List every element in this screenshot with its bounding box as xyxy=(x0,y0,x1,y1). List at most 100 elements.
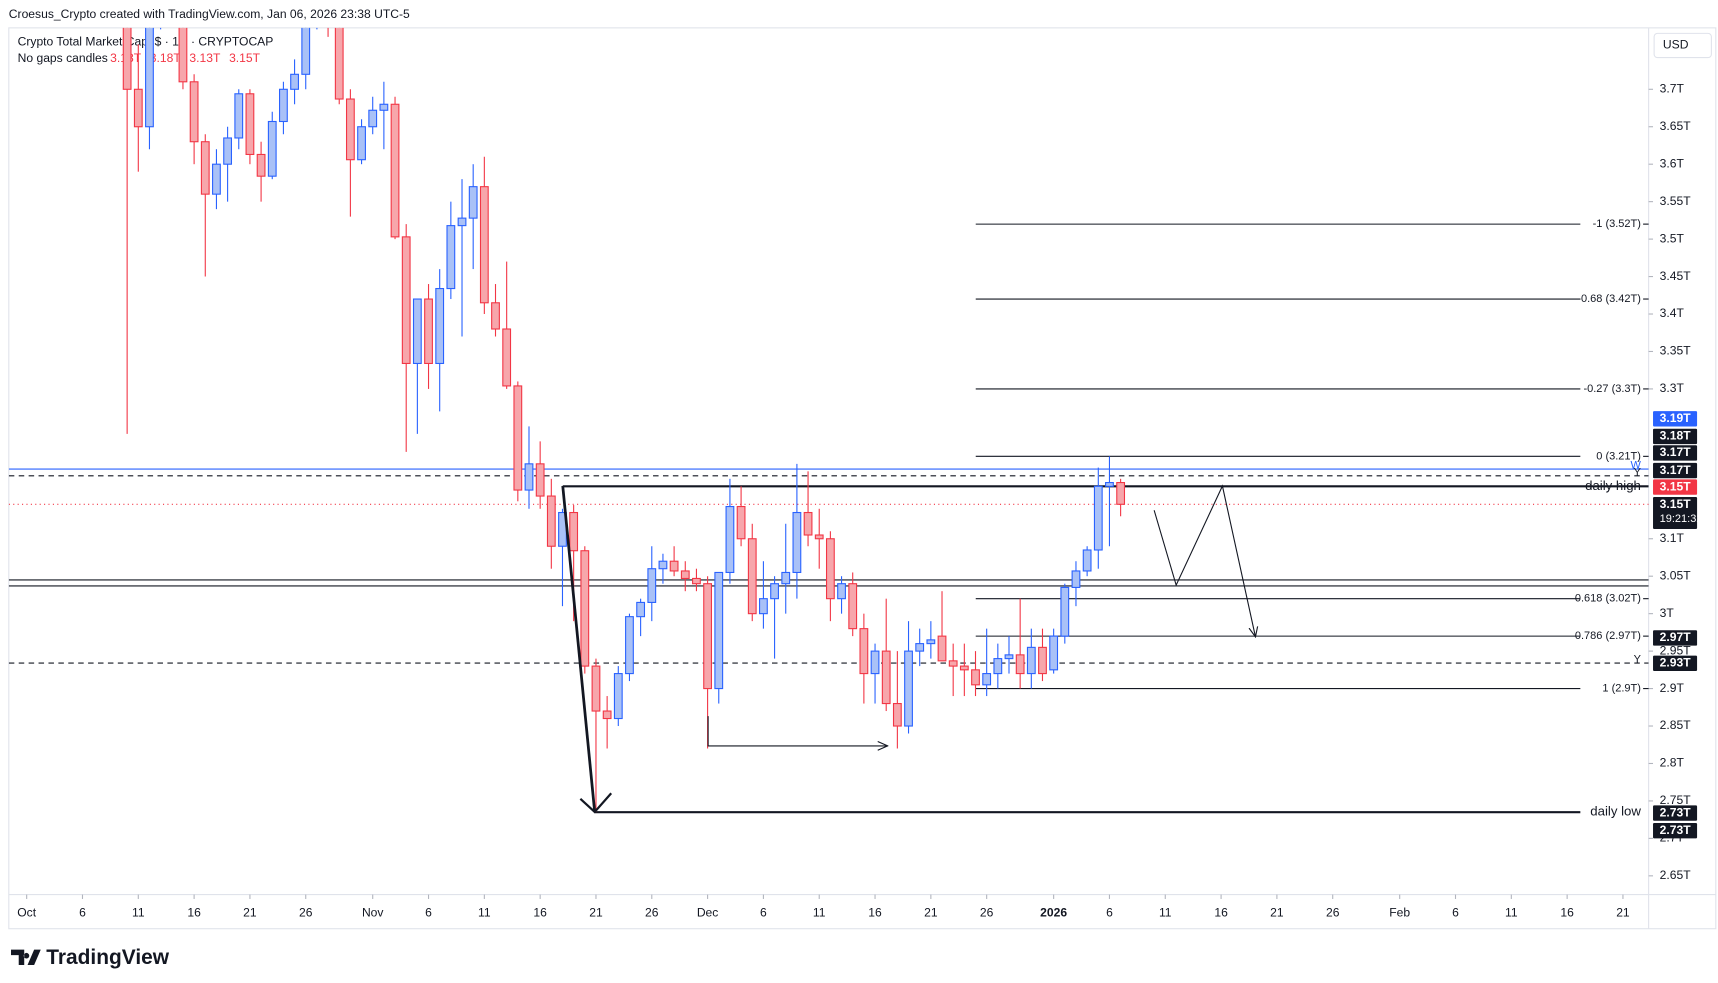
candle-body xyxy=(959,665,969,671)
x-tick-label: 21 xyxy=(924,905,938,919)
level-label: daily high xyxy=(1585,478,1641,493)
price-label: 3.18T xyxy=(1660,429,1692,443)
drawn-arrowhead xyxy=(579,792,613,814)
fib-label: 0.786 (2.97T) xyxy=(1575,630,1641,642)
candle-body xyxy=(859,628,869,675)
brand: TradingView xyxy=(46,946,170,969)
x-tick-label: 11 xyxy=(132,905,145,919)
fib-label: -0.68 (3.42T) xyxy=(1577,293,1641,305)
projection-path xyxy=(1153,484,1255,637)
candle-body xyxy=(1116,482,1126,505)
price-label-box xyxy=(1653,411,1698,427)
candle-body xyxy=(580,550,590,667)
currency[interactable]: USD xyxy=(1663,38,1689,52)
candle-body xyxy=(870,650,880,675)
candle-body xyxy=(256,153,266,177)
fib-label: -1 (3.52T) xyxy=(1593,218,1641,230)
price-label: 2.73T xyxy=(1660,805,1692,819)
currency-button[interactable] xyxy=(1653,32,1712,59)
countdown: 19:21:32 xyxy=(1660,513,1703,525)
candle-body xyxy=(245,93,255,156)
ohlc-value: 3.15T xyxy=(229,51,261,65)
candle-body xyxy=(736,505,746,540)
y-tick-label: 3.3T xyxy=(1660,381,1685,395)
price-label-box xyxy=(1653,479,1698,495)
candle-body xyxy=(1026,646,1036,675)
candle-body xyxy=(591,665,601,712)
logo-mark xyxy=(11,949,41,966)
price-label-box xyxy=(1653,497,1698,529)
line-tag: Y xyxy=(1634,654,1642,666)
drawn-arrow xyxy=(707,716,888,746)
candle-body xyxy=(948,660,958,667)
x-tick-label: 6 xyxy=(425,905,432,919)
candle-body xyxy=(412,298,422,365)
candle-body xyxy=(301,27,311,75)
price-label: 3.17T xyxy=(1660,463,1692,477)
logo: TradingView xyxy=(11,946,170,969)
price-label: 2.93T xyxy=(1660,656,1692,670)
ohlc-value: 3.18T xyxy=(150,51,182,65)
candle-body xyxy=(602,710,612,720)
candle-body xyxy=(379,103,389,111)
candle-body xyxy=(390,103,400,238)
candle-body xyxy=(178,27,188,83)
candle-body xyxy=(524,463,534,491)
candle-body xyxy=(982,673,992,686)
candle-body xyxy=(513,385,523,491)
candle-body xyxy=(915,643,925,652)
pane-border xyxy=(8,27,1717,930)
candle-body xyxy=(770,583,779,600)
plot-area xyxy=(8,27,1649,814)
price-label-box xyxy=(1653,805,1698,821)
candle-body xyxy=(904,650,913,727)
candle-body xyxy=(479,186,489,304)
candle-body xyxy=(368,109,378,128)
x-tick-label: 21 xyxy=(243,905,257,919)
candle-body xyxy=(357,126,366,161)
candle-body xyxy=(658,560,668,570)
fib-label: 0 (3.21T) xyxy=(1596,450,1641,462)
price-labels: WYY-1 (3.52T)-0.68 (3.42T)-0.27 (3.3T)0 … xyxy=(1575,218,1703,839)
x-tick-label: Nov xyxy=(362,905,384,919)
y-tick-label: 2.95T xyxy=(1660,643,1692,657)
candle-body xyxy=(892,702,902,727)
candle-body xyxy=(625,616,634,675)
candle-body xyxy=(680,570,690,579)
candle-body xyxy=(781,571,791,585)
x-tick-label: 2026 xyxy=(1040,905,1067,919)
line-tag: W xyxy=(1631,460,1642,472)
candle-body xyxy=(133,88,143,128)
x-tick-label: 26 xyxy=(645,905,659,919)
candle-body xyxy=(881,650,891,705)
x-tick-label: 11 xyxy=(1159,905,1172,919)
y-tick-label: 3.35T xyxy=(1660,344,1692,358)
candle-body xyxy=(714,571,724,690)
y-tick-label: 3.1T xyxy=(1660,531,1685,545)
candle-body xyxy=(122,27,132,90)
x-tick-label: 16 xyxy=(868,905,882,919)
candle-body xyxy=(1049,635,1059,671)
candle-body xyxy=(937,635,947,662)
price-label-box xyxy=(1653,428,1698,445)
ohlc-value: 3.13T xyxy=(189,51,221,65)
price-label-box xyxy=(1653,462,1698,479)
y-tick-label: 2.65T xyxy=(1660,868,1692,882)
candle-body xyxy=(345,98,355,161)
candle-body xyxy=(1093,485,1103,551)
candle-body xyxy=(993,658,1003,675)
price-label-box xyxy=(1653,445,1698,461)
y-tick-label: 3T xyxy=(1660,606,1675,620)
x-tick-label: 11 xyxy=(478,905,491,919)
price-label-box xyxy=(1653,630,1698,646)
candle-body xyxy=(546,495,556,547)
candle-body xyxy=(502,328,512,387)
price-label: 2.73T xyxy=(1660,823,1692,837)
y-tick-label: 3.55T xyxy=(1660,194,1692,208)
price-label-box xyxy=(1653,822,1698,839)
candle-body xyxy=(792,511,802,574)
price-label: 3.19T xyxy=(1660,411,1692,425)
candle-body xyxy=(267,120,277,177)
drawn-line xyxy=(561,485,597,813)
